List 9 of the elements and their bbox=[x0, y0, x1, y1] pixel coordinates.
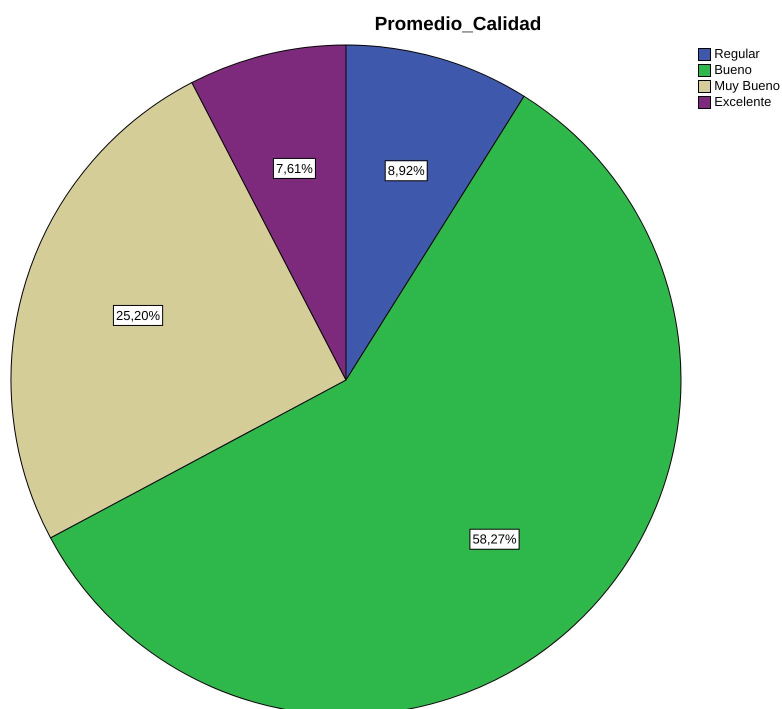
legend-label: Bueno bbox=[714, 62, 752, 78]
data-label: 25,20% bbox=[116, 308, 161, 323]
data-label: 8,92% bbox=[388, 163, 426, 178]
legend-label: Muy Bueno bbox=[714, 78, 780, 94]
data-label: 7,61% bbox=[276, 160, 314, 176]
legend-label: Excelente bbox=[714, 94, 772, 110]
legend-label: Regular bbox=[714, 46, 760, 62]
data-label: 58,27% bbox=[472, 532, 517, 547]
chart-title: Promedio_Calidad bbox=[374, 14, 542, 36]
